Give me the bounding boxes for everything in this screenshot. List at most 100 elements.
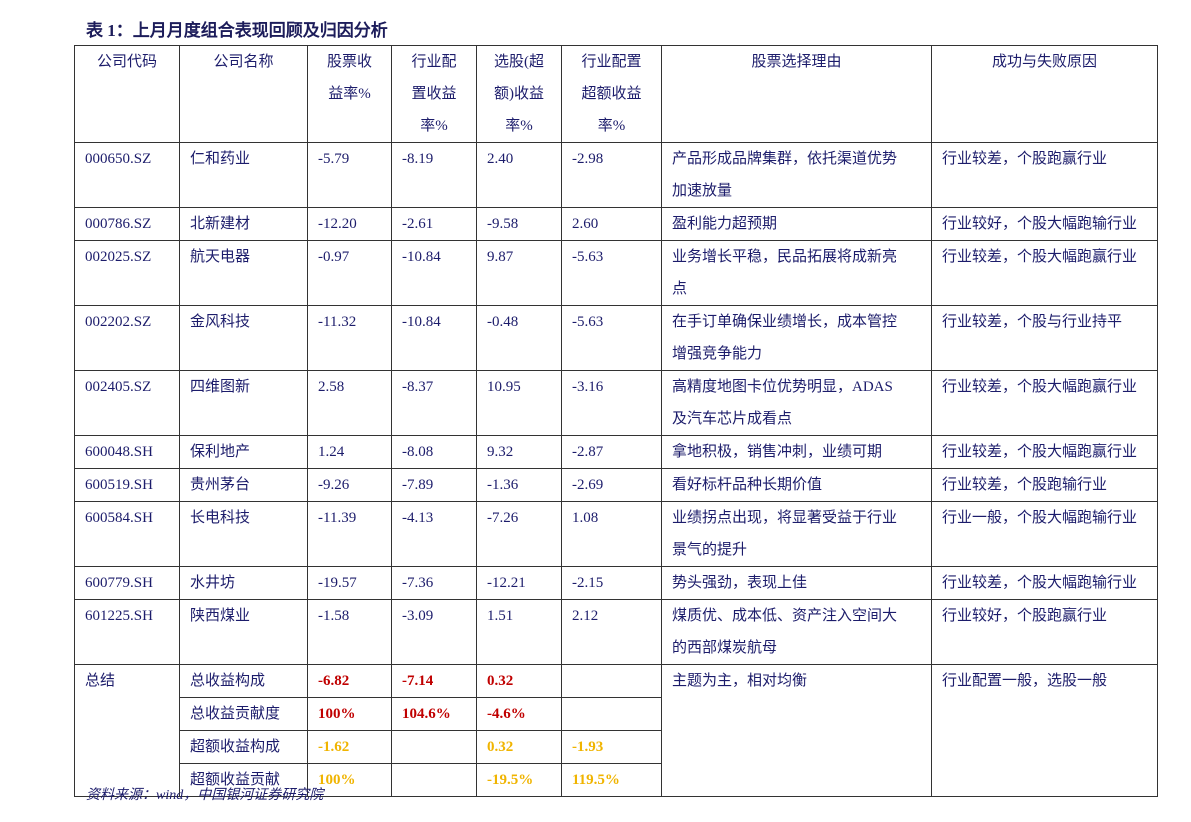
table-cell: -5.63 xyxy=(561,305,662,371)
table-cell: 仁和药业 xyxy=(179,142,308,208)
table-cell: -7.26 xyxy=(476,501,562,567)
table-cell: 行业较差，个股大幅跑赢行业 xyxy=(931,435,1158,469)
table-cell: -1.58 xyxy=(307,599,392,665)
table-cell: -8.19 xyxy=(391,142,477,208)
summary-cell xyxy=(561,664,662,698)
summary-cell xyxy=(391,730,477,764)
table-cell: 煤质优、成本低、资产注入空间大的西部煤炭航母 xyxy=(661,599,932,665)
table-cell: 600048.SH xyxy=(74,435,180,469)
table-cell: 行业一般，个股大幅跑输行业 xyxy=(931,501,1158,567)
table-cell: -10.84 xyxy=(391,240,477,306)
table-cell: -5.79 xyxy=(307,142,392,208)
summary-row: 超额收益构成 -1.62 0.32 -1.93 xyxy=(75,730,1158,764)
table-cell: -0.48 xyxy=(476,305,562,371)
portfolio-table: 公司代码 公司名称 股票收益率% 行业配置收益率% 选股(超额)收益率% 行业配置超额收益… xyxy=(74,45,1158,797)
summary-cell: -1.93 xyxy=(561,730,662,764)
table-cell: -3.16 xyxy=(561,370,662,436)
header-cell: 公司名称 xyxy=(179,45,308,143)
table-cell: -5.63 xyxy=(561,240,662,306)
summary-cell: 0.32 xyxy=(476,730,562,764)
table-cell: -2.61 xyxy=(391,207,477,241)
source-note: 资料来源：wind，中国银河证券研究院 xyxy=(86,788,324,803)
header-cell: 公司代码 xyxy=(74,45,180,143)
summary-cell: 超额收益贡献 xyxy=(179,763,308,797)
header-cell: 股票收益率% xyxy=(307,45,392,143)
summary-cell: 100% xyxy=(307,697,392,731)
table-cell: 行业较差，个股大幅跑输行业 xyxy=(931,566,1158,600)
summary-cell xyxy=(391,763,477,797)
table-cell: 2.60 xyxy=(561,207,662,241)
header-cell: 成功与失败原因 xyxy=(931,45,1158,143)
table-cell: -9.58 xyxy=(476,207,562,241)
table-cell: 600779.SH xyxy=(74,566,180,600)
data-row: 600584.SH 长电科技 -11.39 -4.13 -7.26 1.08 业绩拐点出现，… xyxy=(74,501,1158,567)
summary-cell: -1.62 xyxy=(307,730,392,764)
header-cell: 行业配置超额收益率% xyxy=(561,45,662,143)
table-cell: -12.21 xyxy=(476,566,562,600)
table-cell: 长电科技 xyxy=(179,501,308,567)
table-cell: 000786.SZ xyxy=(74,207,180,241)
table-cell: 看好标杆品种长期价值 xyxy=(661,468,932,502)
table-cell: 在手订单确保业绩增长，成本管控增强竞争能力 xyxy=(661,305,932,371)
table-cell: -7.36 xyxy=(391,566,477,600)
table-cell: 002405.SZ xyxy=(74,370,180,436)
data-row: 600779.SH 水井坊 -19.57 -7.36 -12.21 -2.15 势头强劲，表… xyxy=(74,566,1158,600)
data-row: 002405.SZ 四维图新 2.58 -8.37 10.95 -3.16 高精度地图卡位优… xyxy=(74,370,1158,436)
table-cell: -8.37 xyxy=(391,370,477,436)
table-cell: 2.40 xyxy=(476,142,562,208)
data-row: 002025.SZ 航天电器 -0.97 -10.84 9.87 -5.63 业务增长平稳，… xyxy=(74,240,1158,306)
table-cell: 产品形成品牌集群，依托渠道优势加速放量 xyxy=(661,142,932,208)
table-cell: -1.36 xyxy=(476,468,562,502)
header-text: 行业配置超额收益率% xyxy=(581,54,642,134)
table-cell: 保利地产 xyxy=(179,435,308,469)
summary-cell: 总收益贡献度 xyxy=(179,697,308,731)
table-cell: -4.13 xyxy=(391,501,477,567)
summary-label: 总结 xyxy=(74,664,180,797)
table-cell: 金风科技 xyxy=(179,305,308,371)
summary-outcome: 行业配置一般，选股一般 xyxy=(931,664,1158,797)
table-cell: -8.08 xyxy=(391,435,477,469)
data-row: 600519.SH 贵州茅台 -9.26 -7.89 -1.36 -2.69 看好标杆品种长… xyxy=(74,468,1158,502)
table-cell: -3.09 xyxy=(391,599,477,665)
table-cell: 行业较差，个股大幅跑赢行业 xyxy=(931,370,1158,436)
summary-cell: -4.6% xyxy=(476,697,562,731)
table-cell: 行业较差，个股与行业持平 xyxy=(931,305,1158,371)
table-cell: 行业较差，个股跑赢行业 xyxy=(931,142,1158,208)
data-row: 000786.SZ 北新建材 -12.20 -2.61 -9.58 2.60 盈利能力超预期… xyxy=(74,207,1158,241)
table-cell: 行业较好，个股大幅跑输行业 xyxy=(931,207,1158,241)
table-cell: 000650.SZ xyxy=(74,142,180,208)
table-cell: 行业较差，个股跑输行业 xyxy=(931,468,1158,502)
table-cell: -2.15 xyxy=(561,566,662,600)
summary-cell: 超额收益构成 xyxy=(179,730,308,764)
header-cell: 行业配置收益率% xyxy=(391,45,477,143)
header-cell: 选股(超额)收益率% xyxy=(476,45,562,143)
header-text: 成功与失败原因 xyxy=(991,54,1097,70)
header-text: 行业配置收益率% xyxy=(411,54,457,134)
header-text: 公司代码 xyxy=(96,54,157,70)
summary-cell: -7.14 xyxy=(391,664,477,698)
table-cell: 600584.SH xyxy=(74,501,180,567)
table-cell: 北新建材 xyxy=(179,207,308,241)
table-cell: 9.32 xyxy=(476,435,562,469)
summary-cell: 100% xyxy=(307,763,392,797)
header-text: 股票收益率% xyxy=(326,54,372,102)
table-cell: 10.95 xyxy=(476,370,562,436)
table-cell: 002025.SZ xyxy=(74,240,180,306)
table-cell: -11.39 xyxy=(307,501,392,567)
table-cell: 业务增长平稳，民品拓展将成新亮点 xyxy=(661,240,932,306)
table-cell: 2.12 xyxy=(561,599,662,665)
summary-cell: 总收益构成 xyxy=(179,664,308,698)
table-cell: 水井坊 xyxy=(179,566,308,600)
table-cell: 行业较差，个股大幅跑赢行业 xyxy=(931,240,1158,306)
summary-cell: -19.5% xyxy=(476,763,562,797)
table-cell: 601225.SH xyxy=(74,599,180,665)
data-row: 000650.SZ 仁和药业 -5.79 -8.19 2.40 -2.98 产品形成品牌集群… xyxy=(74,142,1158,208)
table-cell: -2.87 xyxy=(561,435,662,469)
summary-row: 总收益贡献度 100% 104.6% -4.6% xyxy=(75,697,1158,731)
summary-cell: 104.6% xyxy=(391,697,477,731)
header-text: 股票选择理由 xyxy=(751,54,842,70)
table-cell: 业绩拐点出现，将显著受益于行业景气的提升 xyxy=(661,501,932,567)
table-cell: 2.58 xyxy=(307,370,392,436)
table-cell: -11.32 xyxy=(307,305,392,371)
